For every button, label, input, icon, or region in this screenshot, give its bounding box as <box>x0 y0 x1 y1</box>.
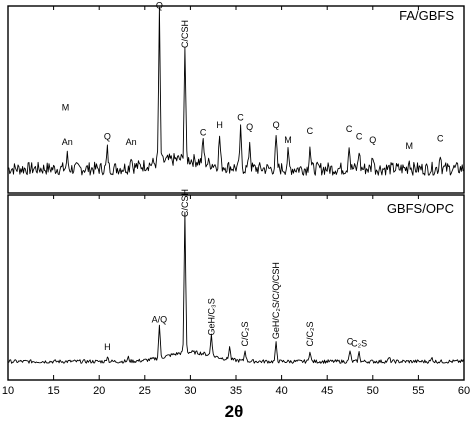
peak-label: M <box>62 103 70 113</box>
peak-label: Q <box>104 131 111 141</box>
peak-label: C <box>237 113 244 123</box>
panel-gbfs-opc: GBFS/OPC H A/Q C/CSH GeH/C₃S C/C₂S GeH/C₂S/C/… <box>7 189 465 381</box>
x-tick-label: 60 <box>458 385 470 397</box>
peak-label: M <box>406 141 414 151</box>
peak-label: Q <box>273 120 280 130</box>
panel-frame <box>7 5 465 194</box>
peak-label: GeH/C₃S <box>206 298 216 335</box>
x-axis-label: 2θ <box>225 402 244 421</box>
peak-label: H <box>216 120 223 130</box>
peak-label: Q <box>369 135 376 145</box>
peak-label: Q <box>156 1 163 11</box>
peak-label: Q <box>246 122 253 132</box>
peak-label: An <box>126 137 137 147</box>
x-tick-label: 50 <box>367 385 379 397</box>
x-tick-label: 35 <box>230 385 242 397</box>
peak-label: C <box>307 126 314 136</box>
peak-label: An <box>62 137 73 147</box>
peak-label: H <box>104 342 111 352</box>
peak-label: C <box>356 131 363 141</box>
x-tick-label: 55 <box>412 385 424 397</box>
peak-label: C/C₂S <box>305 322 315 347</box>
panel-title-gbfs-opc: GBFS/OPC <box>387 201 454 216</box>
peak-label: C/C₂S <box>240 322 250 347</box>
panel-frame <box>7 194 465 381</box>
peak-label: M <box>284 135 292 145</box>
peak-label: A/Q <box>152 314 168 324</box>
peak-label: C <box>346 124 353 134</box>
xrd-trace <box>7 6 465 176</box>
peak-label: C/CSH <box>180 20 190 48</box>
x-tick-label: 10 <box>2 385 14 397</box>
x-tick-label: 15 <box>47 385 59 397</box>
peak-label: GeH/C₂S/C/Q/CSH <box>271 262 281 339</box>
x-tick-label: 45 <box>321 385 333 397</box>
x-tick-label: 20 <box>93 385 105 397</box>
peak-label: C/CSH <box>180 189 190 217</box>
panel-title-fa-gbfs: FA/GBFS <box>399 8 454 23</box>
peak-label: C₂S <box>351 338 367 348</box>
xrd-trace <box>7 211 465 364</box>
peak-label: C <box>347 337 354 347</box>
x-tick-label: 40 <box>275 385 287 397</box>
peak-label: C <box>200 128 207 138</box>
x-tick-label: 30 <box>184 385 196 397</box>
x-tick-label: 25 <box>139 385 151 397</box>
x-axis: 10 15 20 25 30 35 40 45 50 55 60 <box>2 375 470 397</box>
peak-label: C <box>437 133 444 143</box>
